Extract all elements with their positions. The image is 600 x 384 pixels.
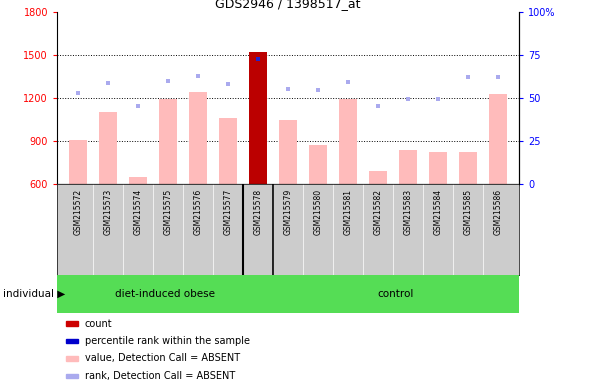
Text: GSM215580: GSM215580: [314, 189, 323, 235]
Point: [253, 56, 263, 62]
Text: GSM215579: GSM215579: [284, 189, 293, 235]
Bar: [66, 339, 78, 343]
Bar: [489, 94, 507, 184]
Title: GDS2946 / 1398517_at: GDS2946 / 1398517_at: [215, 0, 361, 10]
Text: rank, Detection Call = ABSENT: rank, Detection Call = ABSENT: [85, 371, 235, 381]
Text: GSM215577: GSM215577: [224, 189, 233, 235]
Bar: [57, 275, 273, 313]
Bar: [309, 146, 327, 184]
Point: [283, 86, 293, 92]
Point: [193, 73, 203, 79]
Point: [463, 74, 473, 80]
Text: GSM215582: GSM215582: [374, 189, 383, 235]
Bar: [189, 92, 207, 184]
Bar: [279, 119, 297, 184]
Text: GSM215574: GSM215574: [133, 189, 143, 235]
Point: [493, 74, 503, 80]
Point: [343, 79, 353, 85]
Point: [433, 96, 443, 103]
Bar: [273, 275, 519, 313]
Bar: [399, 150, 417, 184]
Text: GSM215575: GSM215575: [163, 189, 173, 235]
Text: GSM215584: GSM215584: [434, 189, 443, 235]
Text: value, Detection Call = ABSENT: value, Detection Call = ABSENT: [85, 353, 240, 363]
Bar: [219, 118, 237, 184]
Text: count: count: [85, 319, 112, 329]
Text: individual ▶: individual ▶: [3, 289, 65, 299]
Bar: [459, 152, 477, 184]
Point: [223, 81, 233, 87]
Text: GSM215573: GSM215573: [104, 189, 113, 235]
Text: GSM215578: GSM215578: [254, 189, 263, 235]
Text: diet-induced obese: diet-induced obese: [115, 289, 215, 299]
Text: percentile rank within the sample: percentile rank within the sample: [85, 336, 250, 346]
Bar: [429, 152, 447, 184]
Text: GSM215581: GSM215581: [344, 189, 353, 235]
Bar: [249, 52, 267, 184]
Point: [403, 96, 413, 103]
Bar: [66, 356, 78, 361]
Point: [373, 103, 383, 109]
Bar: [369, 171, 387, 184]
Point: [313, 87, 323, 93]
Point: [73, 90, 83, 96]
Bar: [99, 112, 117, 184]
Text: GSM215586: GSM215586: [494, 189, 503, 235]
Text: GSM215585: GSM215585: [464, 189, 473, 235]
Bar: [69, 140, 87, 184]
Point: [103, 80, 113, 86]
Point: [163, 78, 173, 84]
Bar: [129, 177, 147, 184]
Text: GSM215576: GSM215576: [193, 189, 203, 235]
Bar: [159, 99, 177, 184]
Bar: [66, 374, 78, 378]
Bar: [339, 99, 357, 184]
Text: control: control: [378, 289, 414, 299]
Point: [133, 103, 143, 109]
Text: GSM215572: GSM215572: [74, 189, 83, 235]
Text: GSM215583: GSM215583: [404, 189, 413, 235]
Bar: [66, 321, 78, 326]
